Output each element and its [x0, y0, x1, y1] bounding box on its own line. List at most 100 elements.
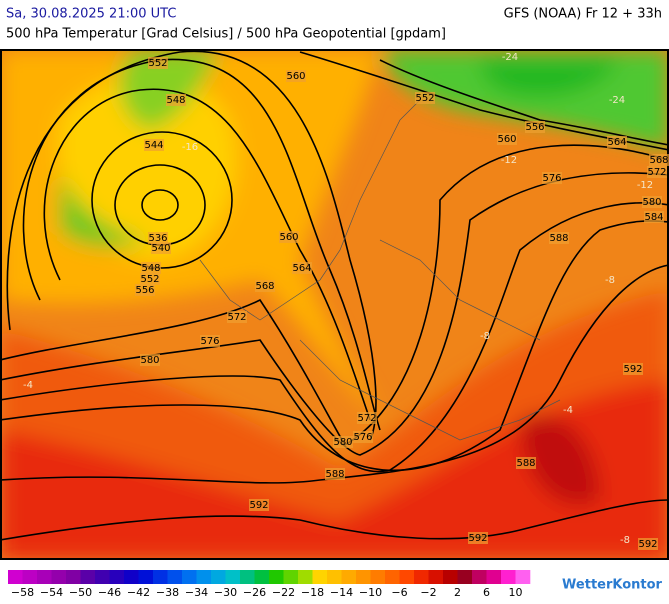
label-bg: [286, 70, 306, 82]
label-bg: [647, 166, 667, 178]
geopotential-label: 592: [623, 364, 642, 375]
legend-label: −38: [156, 586, 179, 599]
legend-swatch: [95, 570, 110, 584]
legend-swatch: [254, 570, 270, 584]
geopotential-label: 580: [333, 437, 352, 448]
label-bg: [200, 335, 220, 347]
geopotential-label: 560: [286, 71, 305, 82]
label-bg: [525, 121, 545, 133]
legend-label: −54: [40, 586, 63, 599]
geopotential-label: 580: [140, 355, 159, 366]
geopotential-label: 552: [415, 93, 434, 104]
label-bg: [135, 284, 155, 296]
legend-swatch: [196, 570, 212, 584]
temperature-label: -8: [620, 535, 630, 546]
legend-label: −42: [127, 586, 150, 599]
legend-swatch: [515, 570, 531, 584]
legend-swatch: [283, 570, 299, 584]
legend-label: 10: [509, 586, 523, 599]
legend-label: −6: [391, 586, 407, 599]
legend-label: 6: [483, 586, 490, 599]
legend-swatch: [109, 570, 125, 584]
geopotential-contours: [1, 50, 668, 541]
legend-swatch: [501, 570, 516, 584]
label-bg: [292, 262, 312, 274]
legend-swatch: [428, 570, 444, 584]
legend-swatch: [486, 570, 502, 584]
legend-swatch: [414, 570, 429, 584]
geopotential-label: 576: [542, 173, 561, 184]
geopotential-label: 580: [642, 197, 661, 208]
geopotential-label: 548: [141, 263, 160, 274]
label-bg: [140, 354, 160, 366]
geopotential-label: 540: [151, 243, 170, 254]
subtitle: 500 hPa Temperatur [Grad Celsius] / 500 …: [6, 27, 446, 42]
legend-swatch: [370, 570, 386, 584]
geopotential-label: 552: [148, 58, 167, 69]
legend-label: 2: [454, 586, 461, 599]
legend-label: −2: [420, 586, 436, 599]
label-bg: [644, 211, 664, 223]
legend-label: −26: [243, 586, 266, 599]
legend-swatch: [298, 570, 313, 584]
label-bg: [227, 311, 247, 323]
geopotential-label: 592: [468, 533, 487, 544]
temperature-label: -4: [23, 380, 33, 391]
label-bg: [140, 273, 160, 285]
legend-swatch: [138, 570, 154, 584]
label-bg: [279, 231, 299, 243]
legend-swatch: [80, 570, 96, 584]
label-bg: [649, 154, 669, 166]
label-bg: [468, 532, 488, 544]
legend-swatch: [240, 570, 255, 584]
label-bg: [623, 363, 643, 375]
legend: −58 −54 −50 −46 −42 −38 −34 −30 −26 −22 −18 −14 −10−…: [8, 570, 531, 599]
label-bg: [333, 436, 353, 448]
legend-swatch: [8, 570, 23, 584]
label-bg: [638, 538, 658, 550]
label-bg: [607, 136, 627, 148]
legend-swatch: [167, 570, 183, 584]
geopotential-label: 556: [525, 122, 544, 133]
geopotential-label: 544: [144, 140, 163, 151]
geopotential-label: 588: [325, 469, 344, 480]
map-frame: [0, 49, 669, 560]
geopotential-label: 564: [292, 263, 311, 274]
legend-swatch: [66, 570, 81, 584]
legend-label: −50: [69, 586, 92, 599]
legend-swatch: [399, 570, 415, 584]
geopotential-label: 564: [607, 137, 626, 148]
geopotential-label: 552: [140, 274, 159, 285]
legend-label: −30: [214, 586, 237, 599]
legend-swatch: [37, 570, 52, 584]
temperature-label: -16: [182, 142, 198, 153]
legend-swatch: [153, 570, 168, 584]
label-bg: [141, 262, 161, 274]
geopotential-label: 584: [644, 212, 663, 223]
label-bg: [642, 196, 662, 208]
legend-swatch: [457, 570, 473, 584]
logo: WetterKontor: [562, 578, 663, 593]
label-bg: [549, 232, 569, 244]
coastlines: [199, 99, 561, 441]
geopotential-label: 560: [279, 232, 298, 243]
geopotential-label: 588: [549, 233, 568, 244]
label-bg: [357, 412, 377, 424]
label-bg: [353, 431, 373, 443]
geopotential-label: 568: [255, 281, 274, 292]
model: GFS (NOAA) Fr 12 + 33h: [504, 7, 662, 22]
legend-label: −14: [330, 586, 353, 599]
legend-label: −10: [359, 586, 382, 599]
temperature-label: -24: [609, 95, 625, 106]
label-bg: [144, 139, 164, 151]
legend-swatch: [182, 570, 197, 584]
geopotential-label: 576: [353, 432, 372, 443]
geopotential-label: 588: [516, 458, 535, 469]
legend-swatch: [51, 570, 67, 584]
legend-swatch: [472, 570, 487, 584]
label-bg: [542, 172, 562, 184]
datetime: Sa, 30.08.2025 21:00 UTC: [6, 7, 176, 22]
label-bg: [151, 242, 171, 254]
geopotential-label: 592: [249, 500, 268, 511]
